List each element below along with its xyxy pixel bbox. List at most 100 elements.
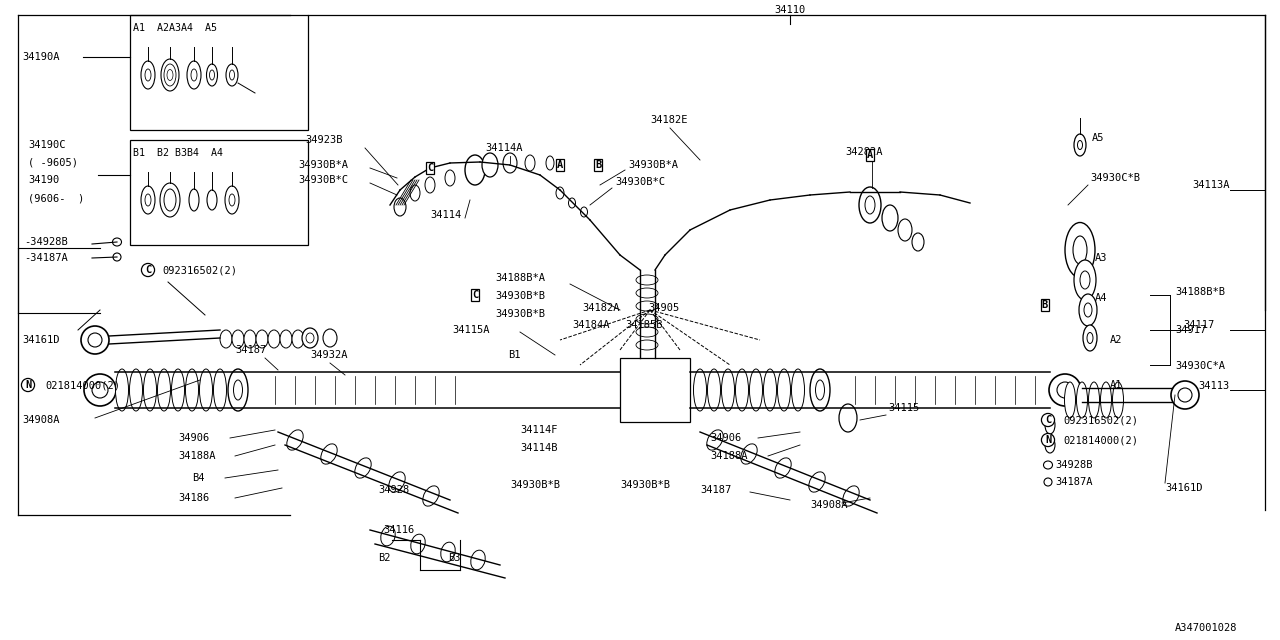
Ellipse shape [233,380,242,400]
Ellipse shape [229,194,236,206]
Text: 34186: 34186 [178,493,209,503]
Text: 34908A: 34908A [810,500,847,510]
Ellipse shape [809,472,826,492]
Ellipse shape [422,486,439,506]
Ellipse shape [859,187,881,223]
Text: ( -9605): ( -9605) [28,157,78,167]
Text: 092316502(2): 092316502(2) [1062,415,1138,425]
Ellipse shape [465,155,485,185]
Bar [131,15,308,130]
Ellipse shape [268,330,280,348]
Ellipse shape [777,369,791,411]
Ellipse shape [547,156,554,170]
Text: A1: A1 [1110,380,1123,390]
Ellipse shape [113,253,122,261]
Ellipse shape [157,369,170,411]
Ellipse shape [425,177,435,193]
Ellipse shape [84,374,116,406]
Text: 34188A: 34188A [178,451,215,461]
Ellipse shape [750,369,763,411]
Text: 34930B*C: 34930B*C [614,177,666,187]
Ellipse shape [774,458,791,478]
Ellipse shape [741,444,758,464]
Text: 34282A: 34282A [845,147,882,157]
Ellipse shape [323,329,337,347]
Ellipse shape [1087,333,1093,344]
Ellipse shape [471,550,485,570]
Ellipse shape [92,382,108,398]
Text: C: C [1044,415,1051,425]
Text: 34190A: 34190A [22,52,59,62]
Ellipse shape [1083,325,1097,351]
Ellipse shape [1074,134,1085,156]
Ellipse shape [1043,461,1052,469]
Text: 34930B*B: 34930B*B [495,309,545,319]
Ellipse shape [483,153,498,177]
Ellipse shape [214,369,227,411]
Ellipse shape [1178,388,1192,402]
Text: 34114: 34114 [430,210,461,220]
Ellipse shape [842,486,859,506]
Ellipse shape [708,369,721,411]
Text: 34110: 34110 [774,5,805,15]
Ellipse shape [227,64,238,86]
Ellipse shape [1074,260,1096,300]
Ellipse shape [568,198,576,208]
Text: 34930C*B: 34930C*B [1091,173,1140,183]
Ellipse shape [164,189,177,211]
Ellipse shape [736,369,749,411]
Text: 34188B*B: 34188B*B [1175,287,1225,297]
Bar [620,358,690,422]
Text: 34161D: 34161D [1165,483,1202,493]
Ellipse shape [210,70,215,80]
Text: 34930B*C: 34930B*C [298,175,348,185]
Ellipse shape [913,233,924,251]
Text: 092316502(2): 092316502(2) [163,265,237,275]
Ellipse shape [581,207,588,217]
Ellipse shape [838,404,858,432]
Text: C: C [472,290,479,300]
Ellipse shape [225,186,239,214]
Ellipse shape [207,190,218,210]
Ellipse shape [172,369,184,411]
Text: 34115: 34115 [888,403,919,413]
Text: B2: B2 [378,553,390,563]
Text: 34930B*B: 34930B*B [495,291,545,301]
Text: 021814000(2): 021814000(2) [1062,435,1138,445]
Text: 34906: 34906 [178,433,209,443]
Text: 34117: 34117 [1184,320,1215,330]
Text: 34115A: 34115A [452,325,489,335]
Ellipse shape [636,288,658,298]
Text: B3: B3 [448,553,461,563]
Text: 34190C: 34190C [28,140,65,150]
Ellipse shape [164,64,177,86]
Ellipse shape [232,330,244,348]
Ellipse shape [88,333,102,347]
Ellipse shape [410,185,420,201]
Ellipse shape [1080,271,1091,289]
Text: A2: A2 [1110,335,1123,345]
Ellipse shape [292,330,305,348]
Ellipse shape [81,326,109,354]
Text: 34928B: 34928B [1055,460,1093,470]
Bar [131,140,308,245]
Ellipse shape [306,333,314,343]
Text: -34187A: -34187A [24,253,68,263]
Ellipse shape [1101,382,1111,418]
Text: C: C [426,163,433,173]
Text: 34113A: 34113A [1193,180,1230,190]
Ellipse shape [1079,294,1097,326]
Ellipse shape [636,314,658,324]
Ellipse shape [160,183,180,217]
Text: 34930B*A: 34930B*A [628,160,678,170]
Ellipse shape [244,330,256,348]
Text: 34187: 34187 [236,345,266,355]
Ellipse shape [189,189,198,211]
Ellipse shape [129,369,142,411]
Ellipse shape [1112,382,1124,418]
Text: 34184A: 34184A [572,320,609,330]
Text: 34114A: 34114A [485,143,522,153]
Ellipse shape [187,61,201,89]
Text: 34906: 34906 [710,433,741,443]
Text: 34932A: 34932A [310,350,347,360]
